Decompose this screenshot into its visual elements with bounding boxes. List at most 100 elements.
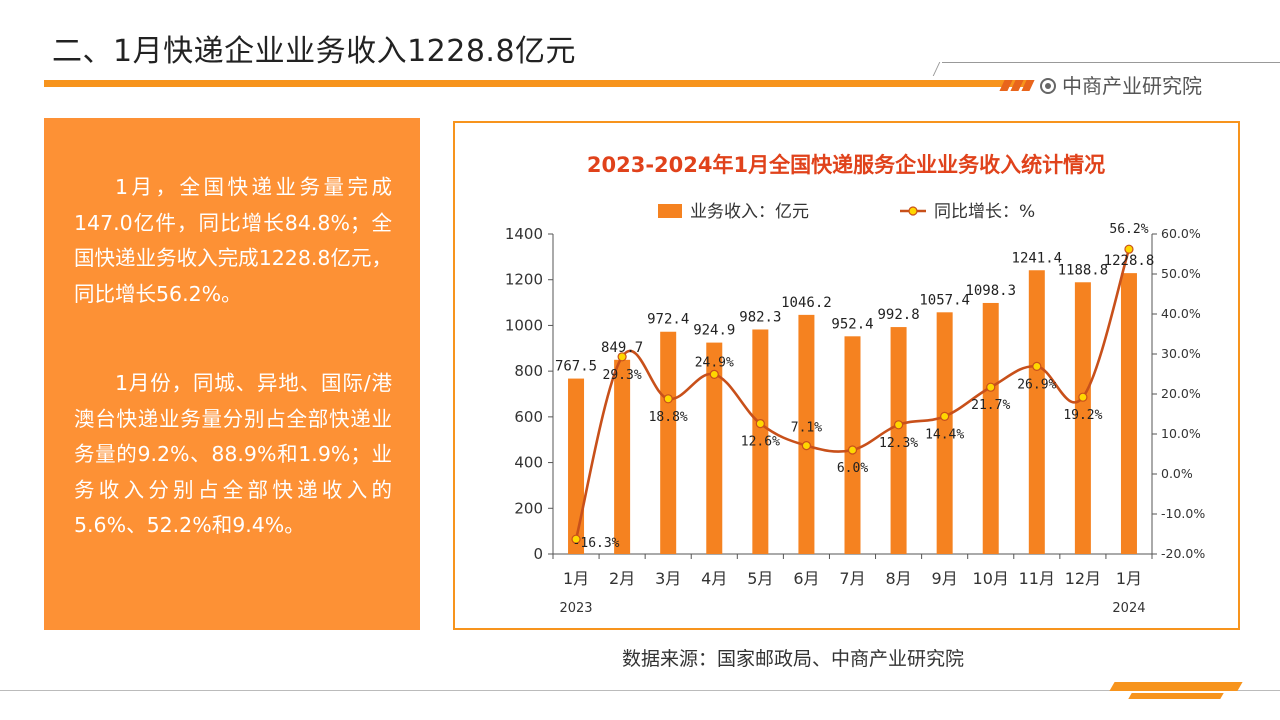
- growth-value-label: 21.7%: [971, 398, 1010, 413]
- legend-swatch-growth-marker: [908, 206, 918, 216]
- y-left-tick-label: 1000: [505, 316, 543, 334]
- y-right-tick-label: -10.0%: [1161, 506, 1205, 521]
- x-tick-label: 2月: [609, 569, 635, 588]
- bar-value-label: 1057.4: [919, 292, 970, 308]
- bar-revenue: [936, 312, 953, 554]
- footer-line: [0, 690, 1280, 691]
- footer-deco-stripe-2: [1128, 693, 1224, 699]
- growth-value-label: 26.9%: [1017, 377, 1056, 392]
- growth-value-label: 24.9%: [695, 355, 734, 370]
- y-left-tick-label: 400: [514, 454, 543, 472]
- bar-value-label: 1228.8: [1104, 253, 1155, 269]
- growth-value-label: 12.3%: [879, 436, 918, 451]
- growth-value-label: 19.2%: [1063, 408, 1102, 423]
- y-right-tick-label: 60.0%: [1161, 226, 1201, 241]
- growth-value-label: -16.3%: [573, 536, 620, 551]
- y-right-tick-label: 40.0%: [1161, 306, 1201, 321]
- x-tick-label: 4月: [701, 569, 727, 588]
- growth-point: [1124, 244, 1134, 254]
- bar-value-label: 982.3: [739, 309, 781, 325]
- growth-line: [574, 248, 1131, 540]
- growth-point: [709, 369, 719, 379]
- y-right-tick-label: 0.0%: [1161, 466, 1193, 481]
- growth-point: [986, 382, 996, 392]
- growth-value-label: 18.8%: [649, 410, 688, 425]
- y-right-tick-label: 20.0%: [1161, 386, 1201, 401]
- bar-revenue: [798, 314, 815, 554]
- x-tick-label: 5月: [747, 569, 773, 588]
- growth-point: [1078, 392, 1088, 402]
- bar-revenue: [660, 331, 677, 554]
- bar-revenue: [614, 359, 631, 554]
- x-tick-label: 3月: [655, 569, 681, 588]
- growth-point: [571, 534, 581, 544]
- x-tick-label: 6月: [793, 569, 819, 588]
- y-left-tick-label: 1400: [505, 225, 543, 243]
- bar-revenue: [706, 342, 723, 554]
- y-left-tick-label: 200: [514, 499, 543, 517]
- x-tick-label: 1月: [1116, 569, 1142, 588]
- legend-swatch-revenue: [658, 204, 682, 218]
- bar-revenue: [890, 327, 907, 554]
- y-left-tick-label: 0: [533, 545, 543, 563]
- growth-value-label: 12.6%: [741, 435, 780, 450]
- x-tick-label: 11月: [1019, 569, 1055, 588]
- chart-frame: 2023-2024年1月全国快递服务企业业务收入统计情况 业务收入：亿元 同比增长：…: [453, 121, 1240, 630]
- bar-value-label: 1188.8: [1058, 262, 1109, 278]
- bar-value-label: 972.4: [647, 312, 689, 328]
- brand-logo: 中商产业研究院: [1040, 70, 1202, 99]
- summary-panel: 1月，全国快递业务量完成147.0亿件，同比增长84.8%；全国快递业务收入完成…: [44, 118, 420, 630]
- growth-point: [940, 411, 950, 421]
- year-label: 2024: [1112, 601, 1145, 616]
- bar-value-label: 1241.4: [1012, 250, 1063, 266]
- growth-point: [847, 445, 858, 455]
- growth-point: [801, 441, 812, 451]
- x-tick-label: 7月: [839, 569, 865, 588]
- bar-value-label: 952.4: [831, 316, 873, 332]
- header-deco-slash: [932, 62, 941, 76]
- page-title: 二、1月快递企业业务收入1228.8亿元: [52, 34, 577, 69]
- header-deco-line: [942, 62, 1280, 63]
- growth-value-label: 56.2%: [1109, 222, 1148, 237]
- x-tick-label: 1月: [563, 569, 589, 588]
- header-deco-stripes: [999, 76, 1035, 95]
- bar-revenue: [982, 302, 999, 554]
- bar-revenue: [752, 329, 769, 554]
- y-right-tick-label: 50.0%: [1161, 266, 1201, 281]
- y-left-tick-label: 1200: [505, 271, 543, 289]
- year-label: 2023: [559, 601, 592, 616]
- chart-title: 2023-2024年1月全国快递服务企业业务收入统计情况: [587, 153, 1105, 177]
- logo-circle-icon: [1040, 78, 1056, 94]
- footer-deco-stripe: [1109, 682, 1243, 691]
- bar-revenue: [1028, 270, 1045, 554]
- y-left-tick-label: 800: [514, 362, 543, 380]
- bar-value-label: 1098.3: [965, 283, 1016, 299]
- summary-paragraph-2: 1月份，同城、异地、国际/港澳台快递业务量分别占全部快递业务量的9.2%、88.…: [74, 371, 392, 537]
- logo-text: 中商产业研究院: [1062, 74, 1202, 98]
- bar-revenue: [1120, 273, 1137, 554]
- bar-value-label: 992.8: [877, 307, 919, 323]
- bar-value-label: 767.5: [555, 359, 597, 375]
- growth-value-label: 7.1%: [791, 421, 822, 436]
- bar-value-label: 849.7: [601, 340, 643, 356]
- y-right-tick-label: 30.0%: [1161, 346, 1201, 361]
- y-right-tick-label: -20.0%: [1161, 546, 1205, 561]
- x-tick-label: 12月: [1065, 569, 1101, 588]
- growth-value-label: 14.4%: [925, 427, 964, 442]
- summary-paragraph-1: 1月，全国快递业务量完成147.0亿件，同比增长84.8%；全国快递业务收入完成…: [74, 175, 392, 306]
- x-tick-label: 9月: [932, 569, 958, 588]
- growth-point: [617, 352, 627, 362]
- growth-point: [755, 419, 765, 429]
- bar-revenue: [568, 378, 585, 554]
- growth-point: [893, 420, 904, 430]
- y-right-tick-label: 10.0%: [1161, 426, 1201, 441]
- growth-point: [663, 394, 673, 404]
- bar-revenue: [1074, 282, 1091, 554]
- data-source: 数据来源：国家邮政局、中商产业研究院: [622, 648, 965, 670]
- growth-point: [1032, 361, 1042, 371]
- bar-value-label: 924.9: [693, 323, 735, 339]
- y-left-tick-label: 600: [514, 408, 543, 426]
- legend-label-revenue: 业务收入：亿元: [690, 202, 809, 222]
- bar-value-label: 1046.2: [781, 295, 832, 311]
